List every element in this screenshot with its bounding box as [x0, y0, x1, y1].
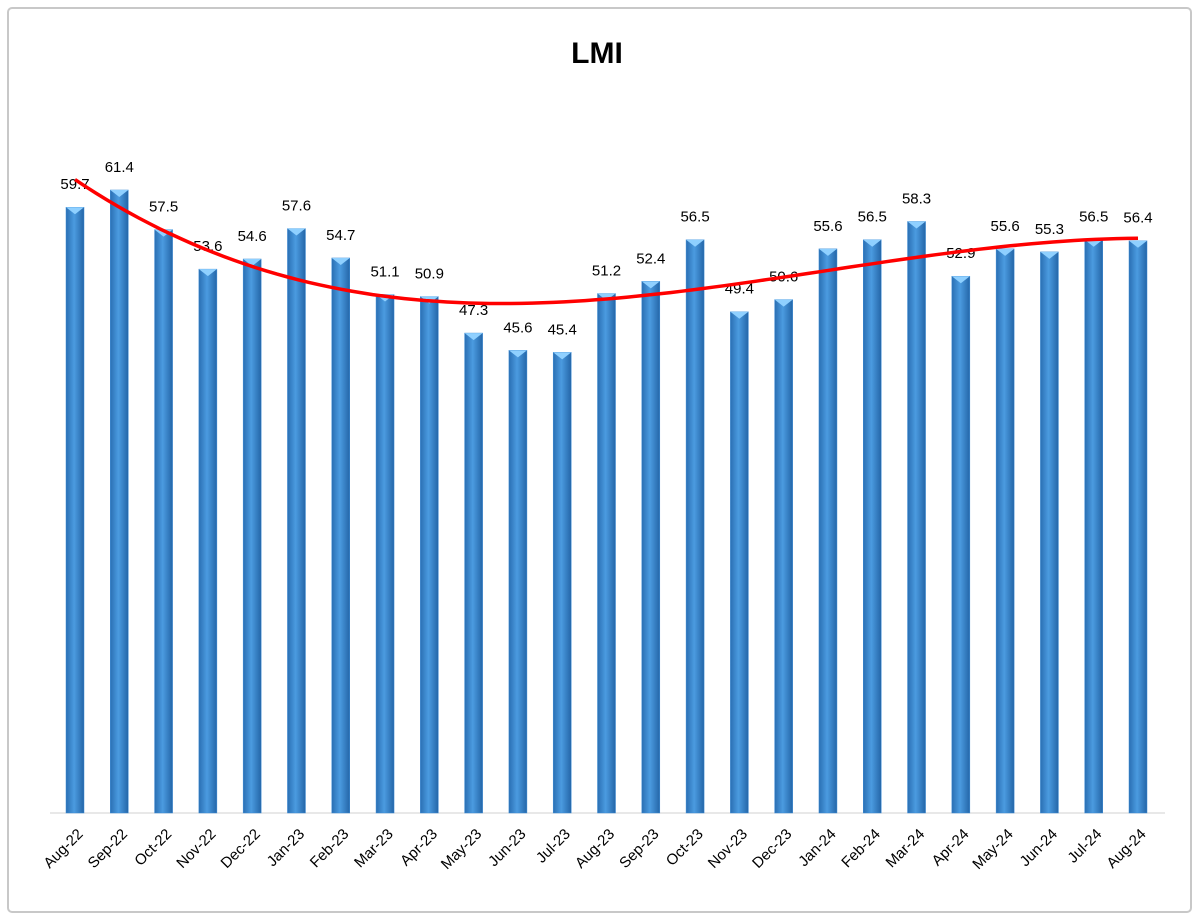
- bar: [1040, 251, 1059, 814]
- bar: [331, 257, 350, 814]
- bar: [110, 189, 129, 814]
- bar: [287, 228, 306, 814]
- data-label: 56.5: [858, 209, 887, 226]
- data-label: 59.7: [60, 176, 89, 193]
- data-label: 55.3: [1035, 221, 1064, 238]
- bar: [1128, 240, 1148, 814]
- data-label: 51.1: [370, 263, 399, 280]
- bar: [818, 248, 838, 814]
- bar-cap: [730, 311, 749, 319]
- data-label: 55.6: [813, 218, 842, 235]
- bar: [685, 239, 705, 814]
- data-label: 56.4: [1123, 210, 1152, 227]
- data-label: 51.2: [592, 262, 621, 279]
- data-label: 52.4: [636, 250, 665, 267]
- bar: [774, 299, 793, 814]
- bar-cap: [1129, 240, 1147, 248]
- bar: [951, 275, 971, 814]
- bar-cap: [1040, 251, 1059, 259]
- bar-cap: [198, 269, 217, 277]
- bar: [242, 258, 262, 814]
- bar: [995, 248, 1015, 814]
- data-label: 47.3: [459, 302, 488, 319]
- data-label: 54.6: [238, 228, 267, 245]
- bar: [907, 221, 926, 814]
- bar-cap: [686, 239, 705, 247]
- data-label: 45.4: [548, 321, 577, 338]
- data-label: 55.6: [991, 218, 1020, 235]
- data-label: 45.6: [503, 319, 532, 336]
- bar: [1084, 239, 1103, 814]
- bar-cap: [641, 281, 660, 289]
- bar: [730, 311, 749, 814]
- bar-cap: [464, 333, 483, 341]
- bar-cap: [1084, 239, 1103, 247]
- data-label: 53.6: [193, 238, 222, 255]
- data-label: 54.7: [326, 227, 355, 244]
- data-label: 56.5: [1079, 209, 1108, 226]
- data-label: 61.4: [105, 159, 134, 176]
- bar-cap: [287, 228, 306, 236]
- bar: [597, 293, 616, 814]
- trendline: [74, 178, 1139, 306]
- bar-cap: [818, 248, 837, 256]
- bar: [375, 294, 395, 814]
- bar-cap: [508, 350, 527, 358]
- bar: [420, 296, 439, 814]
- bar: [464, 332, 483, 814]
- bar-cap: [66, 207, 84, 215]
- data-label: 58.3: [902, 190, 931, 207]
- bar: [641, 281, 661, 814]
- bar-cap: [907, 221, 926, 229]
- bar-cap: [553, 352, 572, 360]
- bar-cap: [331, 257, 350, 265]
- bar: [863, 239, 882, 814]
- chart-title: LMI: [571, 37, 623, 70]
- data-label: 56.5: [680, 209, 709, 226]
- bar: [154, 229, 173, 814]
- data-label: 57.5: [149, 199, 178, 216]
- bar: [198, 268, 218, 814]
- data-label: 57.6: [282, 198, 311, 215]
- bar-cap: [863, 239, 882, 247]
- bar-cap: [774, 299, 793, 307]
- data-label: 50.9: [415, 266, 444, 283]
- bar: [508, 350, 528, 814]
- bar-cap: [951, 276, 970, 284]
- bar-cap: [996, 248, 1015, 256]
- bar: [65, 206, 85, 814]
- bar-cap: [243, 258, 262, 266]
- bar: [552, 352, 572, 814]
- bar-cap: [110, 190, 129, 197]
- bar-cap: [597, 293, 616, 301]
